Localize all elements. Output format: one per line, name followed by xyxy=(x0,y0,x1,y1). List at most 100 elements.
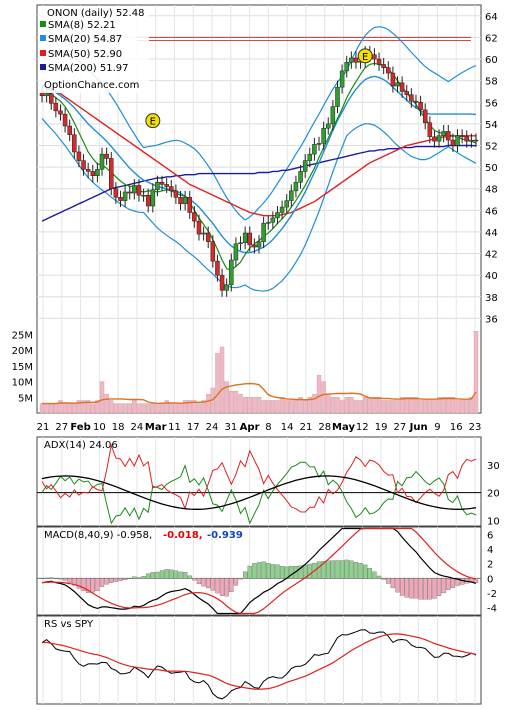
macd-histogram-bar xyxy=(164,569,169,579)
volume-bar xyxy=(418,400,423,414)
macd-histogram-bar xyxy=(136,577,142,579)
macd-histogram-bar xyxy=(335,560,340,579)
macd-histogram-bar xyxy=(404,578,409,598)
x-tick-label: Mar xyxy=(145,422,167,433)
macd-histogram-bar xyxy=(316,561,322,579)
candle-body xyxy=(469,139,474,142)
band-upper-line xyxy=(41,26,477,221)
volume-bar xyxy=(367,397,373,414)
candle-body xyxy=(178,197,183,205)
macd-histogram-bar xyxy=(95,578,100,591)
candle-body xyxy=(372,54,377,60)
candle-body xyxy=(76,151,82,161)
candle-body xyxy=(265,221,271,224)
watermark-text: OptionChance.com xyxy=(44,80,139,91)
volume-bar xyxy=(316,375,322,414)
candle-body xyxy=(399,82,405,92)
candle-body xyxy=(62,113,68,127)
candle-body xyxy=(432,136,437,142)
x-tick-label: 12 xyxy=(356,422,369,433)
x-tick-label: Apr xyxy=(240,422,260,433)
x-tick-label: 27 xyxy=(394,422,407,433)
adx-plus-di-line xyxy=(41,461,477,525)
volume-bar xyxy=(450,397,456,414)
candle-body xyxy=(441,131,446,137)
macd-histogram-bar xyxy=(261,561,266,579)
volume-bar xyxy=(307,397,312,414)
volume-bar xyxy=(349,397,354,414)
earnings-marker-label: E xyxy=(150,117,156,128)
volume-bar xyxy=(159,403,165,414)
legend: ONON (daily) 52.48 SMA(8) 52.21 SMA(20) … xyxy=(39,6,149,93)
candle-body xyxy=(173,190,179,198)
candle-body xyxy=(409,94,414,102)
macd-histogram-bar xyxy=(187,575,192,579)
macd-histogram-bar xyxy=(339,560,345,579)
volume-tick-label: 5M xyxy=(18,393,33,404)
candle-body xyxy=(233,243,239,261)
candle-body xyxy=(330,106,336,125)
macd-histogram-bar xyxy=(219,578,225,596)
price-tick-label: 50 xyxy=(485,163,498,174)
candle-body xyxy=(53,103,59,112)
rs-line xyxy=(41,629,477,700)
candle-body xyxy=(326,123,331,129)
earnings-marker-circle xyxy=(145,113,161,129)
candle-body xyxy=(422,109,428,124)
candle-body xyxy=(224,284,229,291)
volume-bar xyxy=(293,400,299,414)
x-tick-label: Feb xyxy=(70,422,90,433)
macd-histogram-bar xyxy=(423,578,428,600)
candle-body xyxy=(229,259,234,286)
macd-histogram-bar xyxy=(386,578,391,584)
volume-bar xyxy=(150,403,156,414)
macd-histogram-bar xyxy=(132,576,137,579)
volume-bar xyxy=(127,403,132,414)
volume-bar xyxy=(399,397,405,414)
x-tick-label: 21 xyxy=(37,422,50,433)
volume-bar xyxy=(178,403,183,414)
macd-histogram-bar xyxy=(473,578,479,583)
indicator-series xyxy=(37,443,481,700)
price-tick-label: 54 xyxy=(485,120,498,131)
legend-sma50: SMA(50) 52.90 xyxy=(48,49,122,60)
macd-histogram-bar xyxy=(159,570,165,579)
macd-histogram-bar xyxy=(104,578,109,585)
legend-swatch-sma8 xyxy=(40,21,46,27)
volume-bar xyxy=(76,400,82,414)
macd-histogram-bar xyxy=(399,578,405,596)
volume-bar xyxy=(182,400,188,414)
candle-body xyxy=(39,92,45,97)
macd-histogram-bar xyxy=(409,578,414,599)
macd-histogram-bar xyxy=(266,563,271,579)
macd-histogram-bar xyxy=(229,578,234,593)
candle-body xyxy=(196,220,202,235)
legend-background xyxy=(39,6,149,93)
volume-bar xyxy=(432,400,437,414)
volume-bar xyxy=(99,381,105,414)
volume-bar xyxy=(344,397,349,414)
volume-bar xyxy=(381,400,386,414)
price-tick-label: 64 xyxy=(485,12,498,23)
candle-body xyxy=(132,185,137,194)
macd-histogram-bar xyxy=(252,563,257,579)
volume-bar xyxy=(339,400,345,414)
adx-line xyxy=(41,475,477,510)
volume-bar xyxy=(436,397,442,414)
macd-histogram-bar xyxy=(118,578,123,582)
volume-bar xyxy=(141,403,146,414)
macd-histogram-bar xyxy=(390,578,396,589)
adx-tick-label: 20 xyxy=(487,489,500,500)
volume-bar xyxy=(256,397,262,414)
macd-histogram-bar xyxy=(446,578,451,590)
volume-bar xyxy=(229,390,234,414)
volume-bar xyxy=(44,403,49,414)
macd-title: MACD(8,40,9) -0.958, xyxy=(44,530,152,541)
legend-sma20: SMA(20) 54.87 xyxy=(48,34,122,45)
legend-swatch-sma200 xyxy=(40,64,46,70)
candle-body xyxy=(201,232,206,235)
volume-bar xyxy=(446,397,451,414)
volume-bar xyxy=(173,403,179,414)
